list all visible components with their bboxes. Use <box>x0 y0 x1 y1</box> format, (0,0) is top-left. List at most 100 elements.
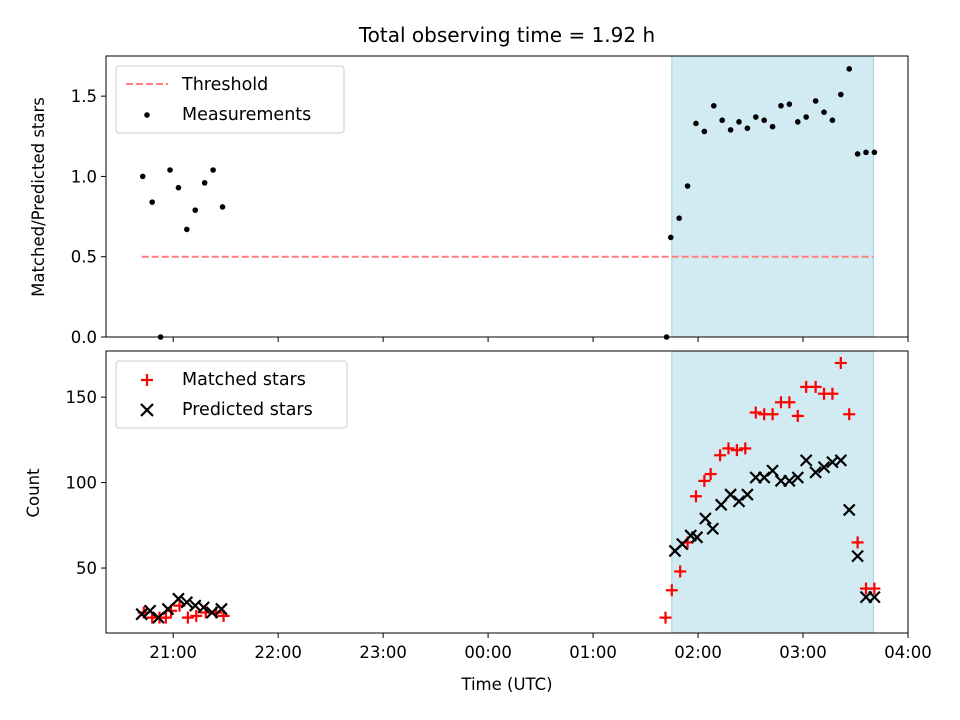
count-y-axis-label: Count <box>24 468 43 518</box>
data-point <box>724 488 737 501</box>
legend-predicted-label: Predicted stars <box>182 400 313 420</box>
data-point <box>180 595 194 609</box>
data-point <box>812 98 819 104</box>
data-point <box>851 549 864 563</box>
data-point <box>210 167 216 173</box>
data-point <box>791 471 805 484</box>
count-points <box>135 356 881 624</box>
data-point <box>190 609 203 622</box>
ratio-y-ticks: 0.0 0.5 1.0 1.5 <box>71 87 106 347</box>
data-point <box>799 454 813 467</box>
data-point <box>766 408 779 421</box>
data-point <box>803 114 809 120</box>
data-point <box>192 207 199 213</box>
data-point <box>854 151 861 157</box>
data-point <box>761 117 767 124</box>
data-point <box>736 119 742 125</box>
ratio-x-ticks <box>172 337 909 342</box>
observing-window-span <box>671 55 874 338</box>
data-point <box>143 604 157 618</box>
data-point <box>826 387 839 400</box>
ratio-panel: 0.0 0.5 1.0 1.5 Matched/Predicted stars Thr… <box>29 55 909 347</box>
data-point <box>730 444 743 457</box>
data-point <box>794 119 801 125</box>
data-point <box>684 183 691 189</box>
chart-title: Total observing time = 1.92 h <box>358 23 655 47</box>
legend-measurements-swatch <box>144 112 150 118</box>
data-point <box>727 127 734 133</box>
y-tick-label: 1.5 <box>71 87 97 106</box>
x-tick-label: 22:00 <box>254 643 302 662</box>
data-point <box>205 606 219 619</box>
data-point <box>698 474 711 487</box>
data-point <box>714 498 728 512</box>
data-point <box>722 442 735 455</box>
data-point <box>749 406 762 419</box>
data-point <box>167 167 173 173</box>
data-point <box>842 503 856 517</box>
data-point <box>699 512 712 525</box>
x-tick-label: 23:00 <box>359 643 407 662</box>
observing-window-span-bottom <box>671 350 874 634</box>
data-point <box>744 125 751 132</box>
data-point <box>719 117 725 124</box>
x-tick-label: 03:00 <box>779 643 827 662</box>
data-point <box>689 490 702 503</box>
data-point <box>846 66 853 72</box>
data-point <box>161 602 175 616</box>
series-measurements <box>139 66 878 340</box>
data-point <box>676 215 682 221</box>
measurements-points <box>139 66 878 340</box>
data-point <box>139 173 146 180</box>
data-point <box>215 602 228 616</box>
ratio-legend-box <box>115 65 345 134</box>
data-point <box>659 611 672 624</box>
count-x-ticks: 21:00 22:00 23:00 00:00 01:00 02:00 03:00 04:00 <box>149 633 932 662</box>
data-point <box>871 149 878 156</box>
data-point <box>834 454 848 467</box>
legend-predicted-swatch <box>140 403 154 417</box>
data-point <box>690 531 704 544</box>
data-point <box>834 356 847 369</box>
data-point <box>710 102 717 109</box>
data-point <box>714 449 727 462</box>
count-legend-box <box>115 360 348 429</box>
data-point <box>706 522 720 536</box>
legend-threshold-label: Threshold <box>181 75 268 95</box>
data-point <box>769 123 776 130</box>
data-point <box>693 120 699 127</box>
data-point <box>783 396 796 409</box>
x-tick-label: 00:00 <box>464 643 512 662</box>
data-point <box>838 91 844 98</box>
y-tick-label: 150 <box>66 388 98 407</box>
data-point <box>667 234 674 241</box>
data-point <box>219 204 226 210</box>
data-point <box>868 582 881 595</box>
observing-window-span <box>671 350 874 634</box>
data-point <box>701 128 708 135</box>
legend-matched-label: Matched stars <box>182 370 306 390</box>
legend-measurements-label: Measurements <box>182 105 311 125</box>
x-tick-label: 04:00 <box>884 643 932 662</box>
data-point <box>741 488 754 501</box>
count-plot-frame <box>105 350 909 634</box>
data-point <box>752 114 759 120</box>
data-point <box>732 495 746 508</box>
data-point <box>766 464 779 477</box>
x-tick-label: 21:00 <box>149 643 197 662</box>
data-point <box>821 109 827 115</box>
data-point <box>809 380 822 393</box>
count-y-ticks: 50 100 150 <box>66 388 106 578</box>
data-point <box>197 601 210 614</box>
series-predicted-stars <box>135 454 881 624</box>
data-point <box>786 101 793 107</box>
data-point <box>181 611 194 624</box>
data-point <box>175 184 182 191</box>
data-point <box>791 409 804 422</box>
y-tick-label: 100 <box>66 474 98 493</box>
observing-window-span-top <box>671 55 874 338</box>
data-point <box>674 565 687 578</box>
data-point <box>783 474 796 488</box>
data-point <box>704 468 717 481</box>
x-axis-label: Time (UTC) <box>460 675 552 694</box>
